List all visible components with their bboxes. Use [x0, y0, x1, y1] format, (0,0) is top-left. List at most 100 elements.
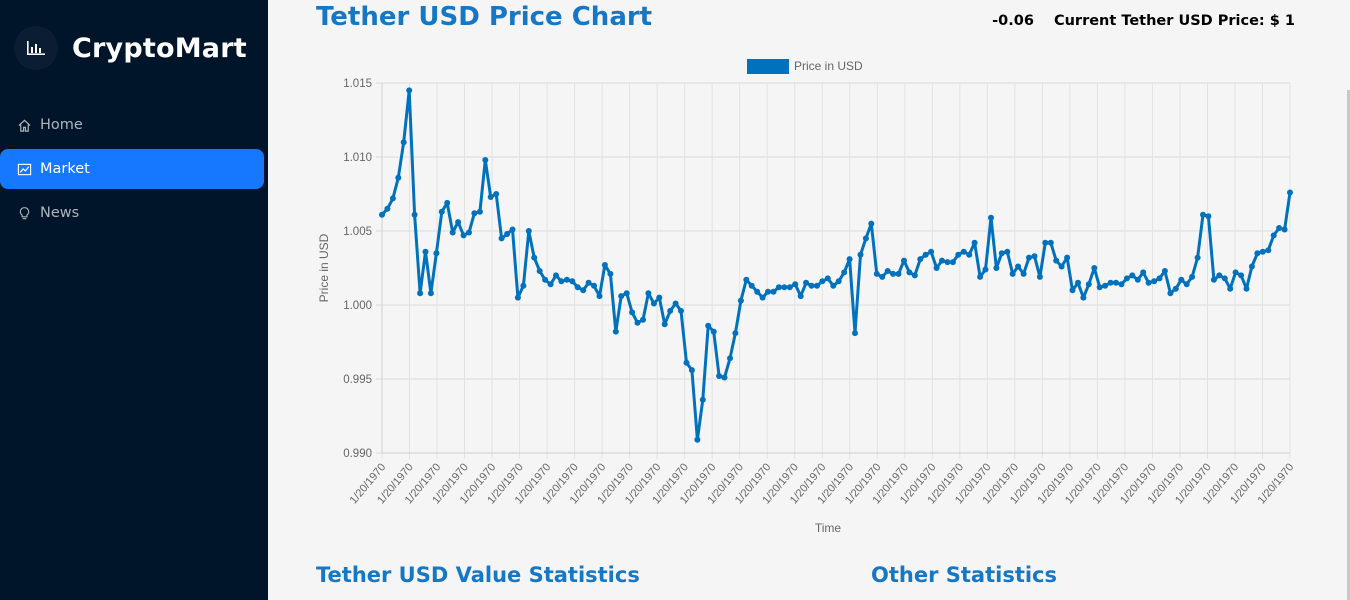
price-point: [890, 270, 897, 277]
price-point: [1189, 273, 1196, 280]
price-point: [1248, 263, 1255, 270]
price-point: [672, 300, 679, 307]
price-point: [988, 214, 994, 221]
price-point: [1042, 239, 1049, 246]
price-point: [705, 322, 712, 329]
price-point: [612, 328, 619, 335]
price-point: [1167, 290, 1174, 297]
price-point: [808, 282, 815, 289]
price-point: [846, 256, 853, 263]
price-point: [1238, 272, 1245, 279]
brand-name[interactable]: CryptoMart: [72, 32, 247, 64]
price-point: [422, 248, 429, 255]
price-point: [460, 232, 467, 239]
price-point: [1161, 268, 1168, 274]
price-point: [487, 194, 494, 200]
sidebar-item-home[interactable]: Home: [0, 105, 264, 145]
price-point: [857, 251, 864, 258]
price-point: [650, 300, 657, 307]
price-point: [1134, 276, 1141, 283]
price-point: [852, 330, 858, 337]
legend-swatch: [747, 59, 789, 74]
price-chart[interactable]: 1.015 1.010 1.005 1.000 0.995 0.990 1/20/1970 1…: [316, 48, 1306, 543]
price-point: [618, 293, 625, 300]
price-point: [797, 293, 804, 300]
price-point: [645, 290, 652, 297]
sidebar-item-news[interactable]: News: [0, 193, 264, 233]
price-point: [906, 269, 913, 276]
price-point: [1194, 254, 1201, 261]
price-point: [525, 228, 532, 234]
scrollbar[interactable]: [1347, 90, 1350, 600]
stock-chart-icon: [16, 161, 32, 177]
line-chart-svg[interactable]: 1.0151.0101.0051.0000.9950.9901/20/19701…: [316, 48, 1306, 543]
price-point: [754, 288, 761, 295]
price-point: [928, 248, 935, 255]
price-point: [482, 157, 489, 163]
price-point: [466, 229, 472, 236]
price-series-line: [380, 88, 1292, 442]
price-point: [1151, 278, 1158, 285]
price-point: [743, 276, 750, 283]
price-point: [1145, 279, 1152, 286]
price-point: [748, 282, 755, 289]
price-point: [824, 275, 831, 282]
current-price: Current Tether USD Price: $ 1: [1053, 13, 1295, 29]
price-point: [688, 367, 695, 374]
price-point: [1009, 270, 1016, 277]
price-point: [1015, 263, 1022, 270]
x-axis-title: Time: [815, 521, 842, 535]
price-point: [971, 239, 978, 246]
price-point: [1069, 287, 1076, 294]
price-point: [955, 251, 962, 258]
price-point: [656, 294, 663, 301]
price-point: [438, 208, 445, 215]
price-point: [1270, 232, 1277, 239]
price-point: [1172, 285, 1179, 292]
price-point: [634, 319, 641, 326]
sidebar: CryptoMart Home Market News: [0, 0, 268, 600]
price-point: [841, 269, 848, 276]
price-point: [1047, 239, 1054, 246]
price-point: [862, 235, 869, 242]
price-point: [591, 282, 597, 289]
brand[interactable]: CryptoMart: [14, 26, 247, 70]
price-point: [1259, 248, 1266, 255]
price-point: [732, 330, 739, 337]
price-point: [433, 250, 440, 257]
sidebar-item-market[interactable]: Market: [0, 149, 264, 189]
price-point: [596, 293, 603, 300]
price-point: [993, 265, 1000, 271]
sidebar-menu: Home Market News: [0, 105, 268, 237]
price-point: [520, 282, 527, 289]
other-statistics-title: Other Statistics: [871, 563, 1058, 587]
price-point: [1254, 250, 1261, 257]
price-point: [830, 282, 837, 289]
price-point: [563, 276, 570, 283]
sidebar-item-label: Market: [40, 161, 90, 177]
y-tick-label: 1.000: [343, 300, 372, 312]
price-point: [803, 279, 810, 286]
price-point: [1036, 273, 1043, 280]
price-point: [476, 208, 483, 215]
price-point: [640, 316, 646, 323]
price-point: [1091, 265, 1098, 271]
price-point: [895, 270, 902, 277]
price-point: [379, 211, 385, 218]
price-point: [710, 328, 717, 335]
home-icon: [16, 117, 32, 133]
price-point: [569, 278, 576, 285]
price-point: [699, 396, 706, 403]
price-point: [819, 278, 826, 285]
value-statistics-title: Tether USD Value Statistics: [316, 563, 640, 587]
price-point: [1140, 269, 1147, 276]
price-point: [1102, 282, 1109, 289]
price-info: -0.06 Current Tether USD Price: $ 1: [992, 13, 1295, 29]
price-point: [629, 309, 636, 316]
price-point: [1232, 269, 1239, 276]
price-point: [683, 359, 690, 366]
price-point: [1118, 281, 1125, 288]
price-point: [814, 282, 820, 289]
price-point: [1265, 247, 1272, 254]
price-point: [1281, 226, 1288, 233]
